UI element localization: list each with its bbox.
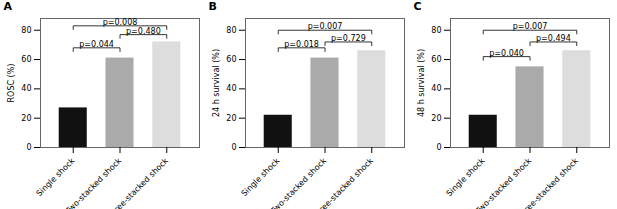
svg-text:80: 80 [431, 26, 441, 35]
svg-text:0: 0 [26, 143, 31, 152]
svg-text:80: 80 [21, 26, 31, 35]
svg-text:40: 40 [21, 84, 31, 93]
svg-text:0: 0 [436, 143, 441, 152]
svg-text:80: 80 [226, 26, 236, 35]
svg-text:A: A [4, 0, 13, 13]
svg-text:p=0.494: p=0.494 [536, 34, 571, 43]
svg-text:24 h survival (%): 24 h survival (%) [212, 49, 221, 117]
svg-text:Single shock: Single shock [445, 156, 487, 198]
svg-text:40: 40 [431, 84, 441, 93]
svg-text:20: 20 [431, 114, 441, 123]
svg-text:Three-stacked shock: Three-stacked shock [515, 156, 581, 209]
svg-text:Two-stacked shock: Two-stacked shock [268, 156, 328, 209]
svg-text:p=0.040: p=0.040 [489, 49, 524, 58]
svg-text:40: 40 [226, 84, 236, 93]
svg-text:p=0.480: p=0.480 [126, 27, 161, 36]
svg-text:60: 60 [226, 55, 236, 64]
svg-text:60: 60 [431, 55, 441, 64]
svg-text:p=0.018: p=0.018 [284, 40, 319, 49]
svg-text:p=0.007: p=0.007 [513, 22, 548, 31]
svg-text:p=0.044: p=0.044 [79, 40, 114, 49]
svg-text:p=0.729: p=0.729 [331, 34, 366, 43]
svg-text:20: 20 [226, 114, 236, 123]
svg-text:Three-stacked shock: Three-stacked shock [105, 156, 171, 209]
svg-text:Two-stacked shock: Two-stacked shock [473, 156, 533, 209]
svg-text:C: C [414, 0, 422, 13]
svg-text:p=0.008: p=0.008 [103, 18, 138, 27]
svg-text:Three-stacked shock: Three-stacked shock [310, 156, 376, 209]
svg-text:Two-stacked shock: Two-stacked shock [63, 156, 123, 209]
svg-text:Single shock: Single shock [240, 156, 282, 198]
svg-text:0: 0 [231, 143, 236, 152]
svg-text:20: 20 [21, 114, 31, 123]
svg-text:60: 60 [21, 55, 31, 64]
svg-text:p=0.007: p=0.007 [308, 22, 343, 31]
svg-text:B: B [209, 0, 217, 13]
svg-text:Single shock: Single shock [35, 156, 77, 198]
svg-text:48 h survival (%): 48 h survival (%) [417, 49, 426, 117]
svg-text:ROSC (%): ROSC (%) [7, 64, 16, 103]
